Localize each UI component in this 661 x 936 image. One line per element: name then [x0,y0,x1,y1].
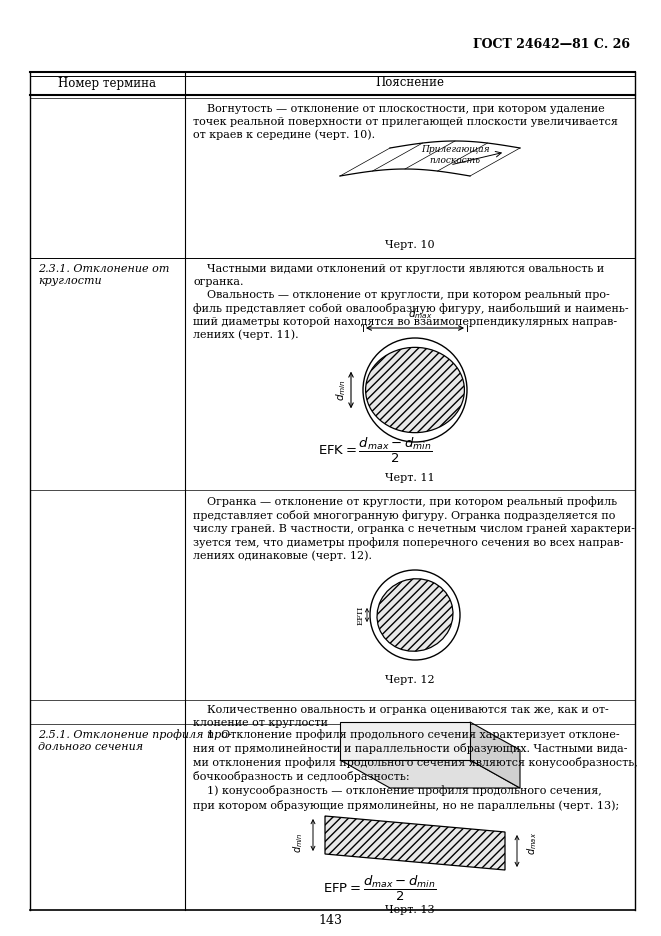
Ellipse shape [377,578,453,651]
Text: Черт. 10: Черт. 10 [385,240,435,250]
Text: Номер термина: Номер термина [59,77,157,90]
Text: Частными видами отклонений от круглости являются овальность и
огранка.
    Оваль: Частными видами отклонений от круглости … [193,264,629,340]
Text: Черт. 12: Черт. 12 [385,675,435,685]
Text: Количественно овальность и огранка оцениваются так же, как и от-
клонение от кру: Количественно овальность и огранка оцени… [193,705,609,728]
Polygon shape [340,760,520,788]
Polygon shape [340,722,470,760]
Polygon shape [470,722,520,788]
Text: $d_{min}$: $d_{min}$ [292,833,305,854]
Text: ГОСТ 24642—81 С. 26: ГОСТ 24642—81 С. 26 [473,38,630,51]
Text: $d_{max}$: $d_{max}$ [408,307,432,321]
Text: $d_{min}$: $d_{min}$ [334,379,348,401]
Text: Черт. 13: Черт. 13 [385,905,435,915]
Polygon shape [325,816,505,870]
Text: $\mathrm{EFP} = \dfrac{d_{max} - d_{min}}{2}$: $\mathrm{EFP} = \dfrac{d_{max} - d_{min}… [323,873,437,902]
Text: 2.3.1. Отклонение от
круглости: 2.3.1. Отклонение от круглости [38,264,169,286]
Text: Вогнутость — отклонение от плоскостности, при котором удаление
точек реальной по: Вогнутость — отклонение от плоскостности… [193,104,618,140]
Text: EFП: EFП [357,606,365,624]
Ellipse shape [366,347,465,432]
Text: Огранка — отклонение от круглости, при котором реальный профиль
представляет соб: Огранка — отклонение от круглости, при к… [193,496,635,562]
Text: $d_{max}$: $d_{max}$ [525,831,539,855]
Text: 2.5.1. Отклонение профиля про-
дольного сечения: 2.5.1. Отклонение профиля про- дольного … [38,729,232,753]
Text: Пояснение: Пояснение [375,77,444,90]
Text: 143: 143 [318,914,342,928]
Text: 1. Отклонение профиля продольного сечения характеризует отклоне-
ния от прямолин: 1. Отклонение профиля продольного сечени… [193,729,638,811]
Text: $\mathrm{EFK} = \dfrac{d_{max} - d_{min}}{2}$: $\mathrm{EFK} = \dfrac{d_{max} - d_{min}… [318,435,432,464]
Text: Черт. 11: Черт. 11 [385,473,435,483]
Text: Прилегающая
плоскость: Прилегающая плоскость [420,145,489,165]
